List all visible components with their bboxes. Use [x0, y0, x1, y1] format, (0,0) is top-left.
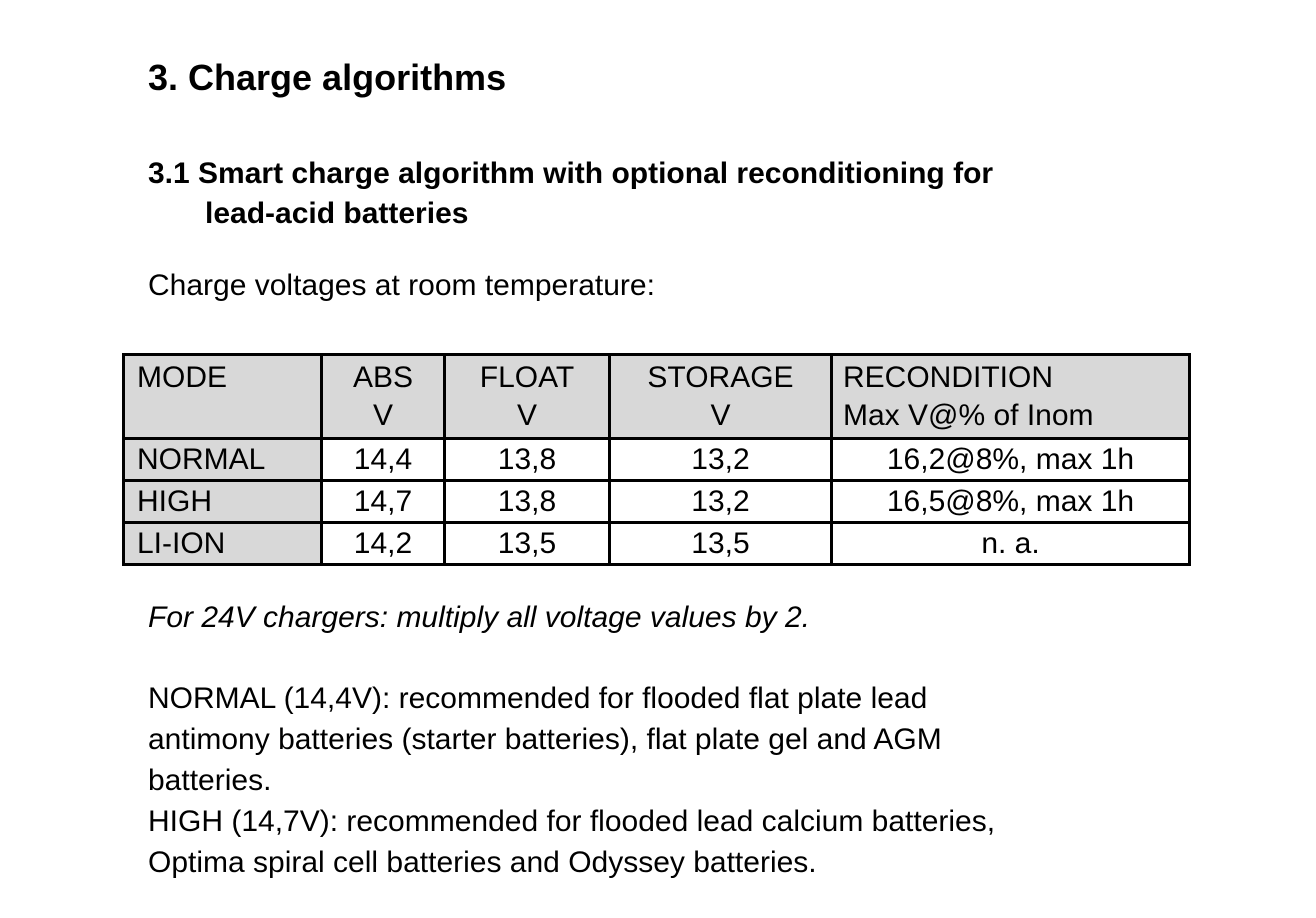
mode-descriptions: NORMAL (14,4V): recommended for flooded … [148, 678, 995, 883]
page-title: 3. Charge algorithms [148, 57, 507, 98]
cell-normal-mode: NORMAL [122, 437, 323, 482]
header-abs-unit: V [372, 399, 393, 432]
cell-high-storage: 13,2 [608, 479, 833, 524]
header-cell-mode: MODE [122, 353, 323, 440]
intro-line: Charge voltages at room temperature: [148, 269, 655, 302]
table-row-normal: NORMAL 14,4 13,8 13,2 16,2@8%, max 1h [122, 437, 1191, 482]
header-abs-label: ABS [352, 361, 414, 394]
table-header-row: MODE ABS V FLOAT V STORAGE V RECONDITION… [122, 353, 1191, 440]
table-row-liion: LI-ION 14,2 13,5 13,5 n. a. [122, 521, 1191, 566]
note-24v-chargers: For 24V chargers: multiply all voltage v… [148, 601, 810, 634]
charge-voltage-table: MODE ABS V FLOAT V STORAGE V RECONDITION… [122, 353, 1191, 566]
header-cell-abs: ABS V [320, 353, 446, 440]
header-float-unit: V [516, 399, 537, 432]
charge-voltage-table-wrapper: MODE ABS V FLOAT V STORAGE V RECONDITION… [122, 353, 1191, 566]
header-recondition-label: RECONDITION [843, 361, 1053, 394]
cell-liion-mode: LI-ION [122, 521, 323, 566]
paragraph-normal-line1: NORMAL (14,4V): recommended for flooded … [148, 682, 928, 715]
cell-high-mode: HIGH [122, 479, 323, 524]
cell-liion-float: 13,5 [443, 521, 611, 566]
table-row-high: HIGH 14,7 13,8 13,2 16,5@8%, max 1h [122, 479, 1191, 524]
paragraph-high-line1: HIGH (14,7V): recommended for flooded le… [148, 805, 996, 838]
cell-normal-storage: 13,2 [608, 437, 833, 482]
paragraph-high-line2: Optima spiral cell batteries and Odyssey… [148, 846, 817, 879]
cell-liion-storage: 13,5 [608, 521, 833, 566]
header-storage-label: STORAGE [647, 361, 794, 394]
cell-high-float: 13,8 [443, 479, 611, 524]
section-heading-line1: 3.1 Smart charge algorithm with optional… [148, 157, 994, 190]
header-mode-label: MODE [137, 361, 227, 394]
section-heading: 3.1 Smart charge algorithm with optional… [148, 154, 993, 234]
cell-high-recondition: 16,5@8%, max 1h [830, 479, 1191, 524]
header-float-label: FLOAT [479, 361, 575, 394]
cell-liion-abs: 14,2 [320, 521, 446, 566]
cell-high-abs: 14,7 [320, 479, 446, 524]
header-recondition-unit: Max V@% of Inom [843, 399, 1094, 432]
cell-normal-float: 13,8 [443, 437, 611, 482]
paragraph-normal-line2: antimony batteries (starter batteries), … [148, 723, 942, 756]
cell-liion-recondition: n. a. [830, 521, 1191, 566]
header-storage-unit: V [710, 399, 731, 432]
paragraph-normal-line3: batteries. [148, 764, 272, 797]
cell-normal-abs: 14,4 [320, 437, 446, 482]
header-cell-float: FLOAT V [443, 353, 611, 440]
header-cell-storage: STORAGE V [608, 353, 833, 440]
header-cell-recondition: RECONDITION Max V@% of Inom [830, 353, 1191, 440]
cell-normal-recondition: 16,2@8%, max 1h [830, 437, 1191, 482]
section-heading-line2: lead-acid batteries [205, 197, 469, 230]
